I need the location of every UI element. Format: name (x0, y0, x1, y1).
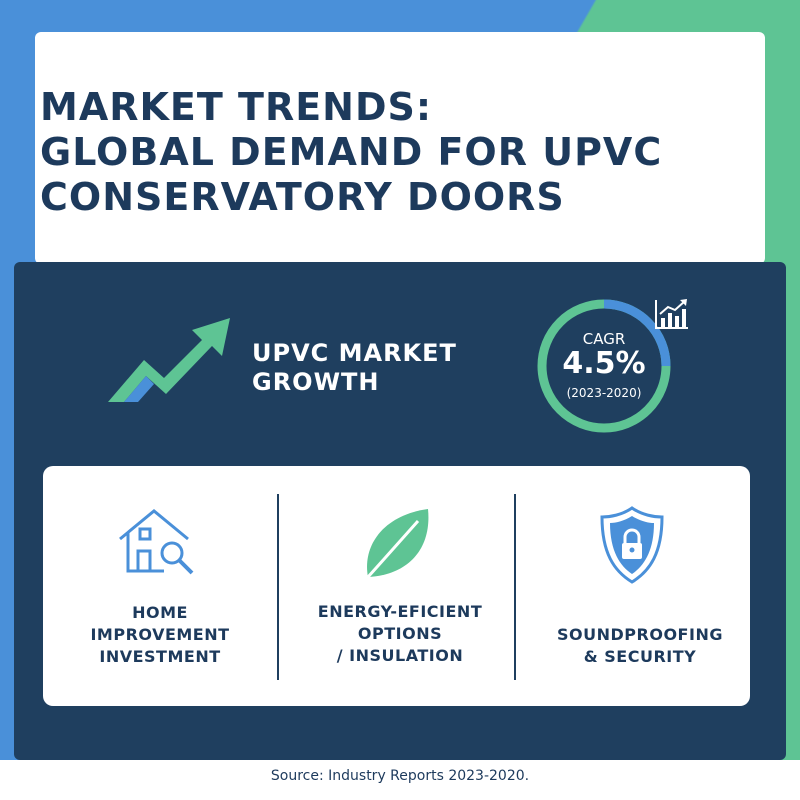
cagr-ring (537, 299, 671, 433)
trend-up-arrow-icon (108, 318, 230, 402)
features-card (43, 466, 750, 706)
feature-label-line: ENERGY-EFICIENT (317, 602, 483, 621)
cagr-value: 4.5% (562, 346, 646, 381)
feature-label-line: HOME (132, 603, 188, 622)
cagr-period: (2023-2020) (566, 386, 642, 400)
page-title-line-3: CONSERVATORY DOORS (40, 175, 565, 219)
title-card (35, 32, 765, 264)
growth-title-line-1: UPVC MARKET (252, 339, 457, 367)
leaf-icon (366, 509, 429, 579)
cagr-label: CAGR (582, 330, 626, 348)
feature-divider (277, 494, 279, 680)
feature-label-line: / INSULATION (336, 646, 464, 665)
feature-label-line: INVESTMENT (99, 647, 221, 666)
feature-label-line: SOUNDPROOFING (557, 625, 723, 644)
feature-label-line: & SECURITY (583, 647, 697, 666)
house-search-icon (119, 509, 194, 575)
page-title-line-2: GLOBAL DEMAND FOR UPVC (40, 130, 663, 174)
feature-divider (514, 494, 516, 680)
page-title-line-1: MARKET TRENDS: (40, 85, 433, 129)
shield-lock-icon (600, 506, 664, 584)
bar-chart-icon (655, 299, 688, 329)
source-note: Source: Industry Reports 2023-2020. (270, 768, 530, 784)
feature-label-line: OPTIONS (357, 624, 443, 643)
growth-title-line-2: GROWTH (252, 368, 380, 396)
feature-label-line: IMPROVEMENT (90, 625, 230, 644)
